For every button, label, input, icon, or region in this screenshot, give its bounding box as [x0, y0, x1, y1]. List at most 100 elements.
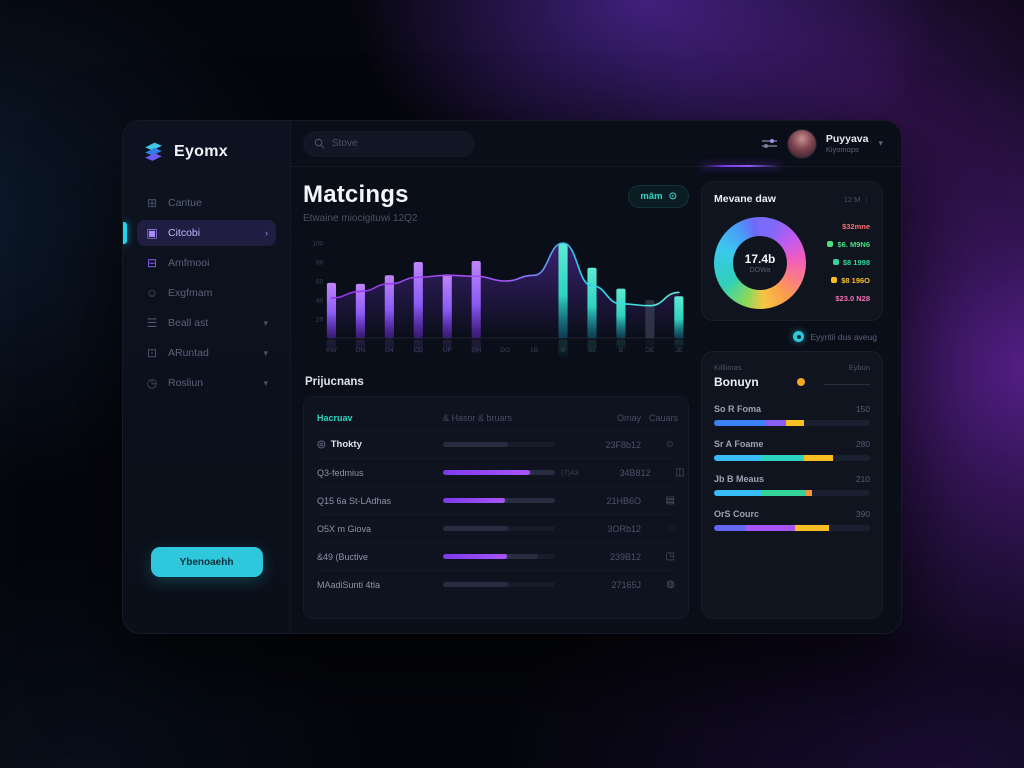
sidebar-item-label: ARuntad — [168, 347, 209, 359]
bar — [355, 283, 365, 338]
activity-bar-chart: 100 80 60 40 20 KW DN O4 CD UF GH DO 1B B SL B DE JE — [303, 234, 689, 368]
projections-table: Hacruav & Hasor & bruars Omay Cauars ◎ Thokt… — [303, 396, 689, 619]
sidebar-item-cantue[interactable]: ⊞ Cantue — [137, 190, 276, 216]
donut-center: 17.4b DOWa — [733, 236, 787, 290]
user-info: Puyyava Kiyomops — [826, 133, 869, 155]
row-action-icon[interactable]: ▤ — [665, 495, 675, 506]
logo-icon — [145, 142, 162, 161]
sidebar-item-label: Beall ast — [168, 317, 209, 329]
progress-track — [443, 526, 555, 531]
chevron-down-icon[interactable]: ▾ — [878, 138, 883, 148]
table-row[interactable]: O5X m Giova 3ORb12 ◌ — [317, 514, 675, 542]
row-value: 34B812 — [619, 467, 651, 478]
x-axis-label: DN — [356, 347, 366, 354]
table-row[interactable]: Q3-fedmius (7)43 34B812 ◫ — [317, 458, 685, 486]
table-body: ◎ Thokty 23F8b12 ☺ Q3-fedmius (7)43 34B812 ◫ Q15… — [317, 430, 685, 598]
bonus-row-top: Sr A Foame 280 — [714, 439, 870, 449]
sidebar-item-citcobi[interactable]: ▣ Citcobi › — [123, 220, 276, 246]
app-window: Eyomx ⊞ Cantue ▣ Citcobi › ⊟ Amfmooi ☺ Exgfmam ☰ B… — [122, 120, 902, 634]
donut-center-label: DOWa — [749, 267, 771, 274]
bonus-eyebrow-right[interactable]: Eybun — [848, 363, 870, 372]
bar — [384, 275, 394, 338]
avatar[interactable] — [787, 129, 816, 158]
x-axis-label: B — [619, 347, 624, 354]
search-input[interactable]: Stove — [303, 130, 475, 157]
row-action-icon[interactable]: ◌ — [669, 523, 675, 534]
bonus-eyebrow-left: Killlimas — [714, 363, 742, 372]
legend-text: $6. M9N6 — [837, 239, 870, 249]
bar — [674, 296, 684, 338]
table-row[interactable]: ◎ Thokty 23F8b12 ☺ — [317, 430, 675, 458]
target-icon: ⊙ — [668, 191, 677, 202]
sidebar-item-beall-ast[interactable]: ☰ Beall ast ▾ — [137, 310, 276, 336]
search-placeholder: Stove — [332, 138, 358, 149]
filter-sliders-icon[interactable] — [761, 137, 778, 150]
bar — [558, 243, 568, 338]
progress-track-fill — [443, 582, 508, 587]
donut-center-value: 17.4b — [744, 252, 776, 266]
row-action-icon[interactable]: ◫ — [675, 467, 685, 478]
row-name: &49 (Buctive — [317, 551, 369, 562]
row-value: 21HB6O — [606, 495, 641, 506]
column-header: Hacruav — [317, 413, 353, 423]
bonus-progress-segment — [806, 490, 813, 496]
card-icon: ⊟ — [146, 256, 158, 270]
row-action-icon[interactable]: ◳ — [665, 551, 675, 562]
content: Matcings Etwaine miocigituwi 12Q2 mâm ⊙ … — [291, 167, 901, 633]
row-name: MAadiSunti 4tla — [317, 579, 381, 590]
legend-swatch — [827, 241, 834, 247]
x-axis-label: O4 — [385, 347, 394, 354]
row-progress: (7)43 — [443, 468, 579, 477]
grid-icon: ⊞ — [146, 196, 158, 210]
x-axis-label: CD — [414, 347, 424, 354]
row-action-icon[interactable]: ☺ — [664, 439, 675, 450]
row-prefix-icon: ◎ — [317, 439, 326, 450]
bar — [471, 261, 481, 338]
bonus-progress-segment — [745, 525, 796, 531]
bonus-row: Sr A Foame 280 — [714, 439, 870, 461]
sidebar-item-rosliun[interactable]: ◷ Rosliun ▾ — [137, 370, 276, 396]
trend-line — [330, 242, 680, 307]
bonus-row-value: 210 — [855, 474, 870, 484]
column-header: Omay — [616, 413, 641, 423]
sidebar-item-exgfmam[interactable]: ☺ Exgfmam — [137, 280, 276, 306]
table-row[interactable]: MAadiSunti 4tla 27165J ◍ — [317, 570, 675, 598]
sidebar: Eyomx ⊞ Cantue ▣ Citcobi › ⊟ Amfmooi ☺ Exgfmam ☰ B… — [123, 121, 291, 633]
x-axis-label: SL — [588, 347, 596, 354]
bar — [616, 288, 626, 338]
row-value: 27165J — [611, 579, 641, 590]
sidebar-item-aruntad[interactable]: ⊡ ARuntad ▾ — [137, 340, 276, 366]
bonus-row: So R Foma 150 — [714, 404, 870, 426]
user-role: Kiyomops — [825, 145, 859, 155]
bonus-status-dot — [796, 378, 805, 386]
sidebar-item-label: Cantue — [168, 197, 202, 209]
y-axis-label: 60 — [316, 279, 324, 286]
chevron-down-icon: ▾ — [263, 317, 268, 328]
revenue-card-title: Mevane daw — [714, 193, 776, 205]
bonus-row-value: 280 — [855, 439, 870, 449]
row-action-icon[interactable]: ◍ — [666, 579, 675, 590]
table-row[interactable]: Q15 6a St-LAdhas 21HB6O ▤ — [317, 486, 675, 514]
bonus-row-label: Jb B Meaus — [714, 474, 765, 484]
progress-track-fill — [443, 526, 508, 531]
x-axis-label: KW — [326, 347, 337, 354]
bonus-row-top: Jb B Meaus 210 — [714, 474, 870, 484]
sidebar-item-amfmooi[interactable]: ⊟ Amfmooi — [137, 250, 276, 276]
chart-period-pill[interactable]: mâm ⊙ — [628, 185, 689, 208]
progress-track — [443, 498, 555, 503]
bonus-card-title: Bonuyn — [714, 375, 759, 389]
revenue-card-menu[interactable]: 12 M ⋮ — [843, 194, 870, 204]
sidebar-cta-button[interactable]: Ybenoaehh — [150, 547, 263, 577]
page-title: Matcings — [303, 181, 409, 208]
x-axis-label: GH — [471, 347, 481, 354]
column-header: & Hasor & bruars — [443, 413, 513, 423]
bonus-row-top: OrS Courc 390 — [714, 509, 870, 519]
legend-item: $32mne — [816, 222, 870, 231]
table-row[interactable]: &49 (Buctive 239B12 ◳ — [317, 542, 675, 570]
bonus-progress-track — [714, 420, 870, 426]
bonus-progress-segment — [714, 455, 761, 461]
bonus-progress-segment — [785, 420, 805, 426]
row-name: O5X m Giova — [317, 523, 372, 534]
row-value: 239B12 — [609, 551, 641, 562]
row-name: Q15 6a St-LAdhas — [317, 495, 392, 506]
